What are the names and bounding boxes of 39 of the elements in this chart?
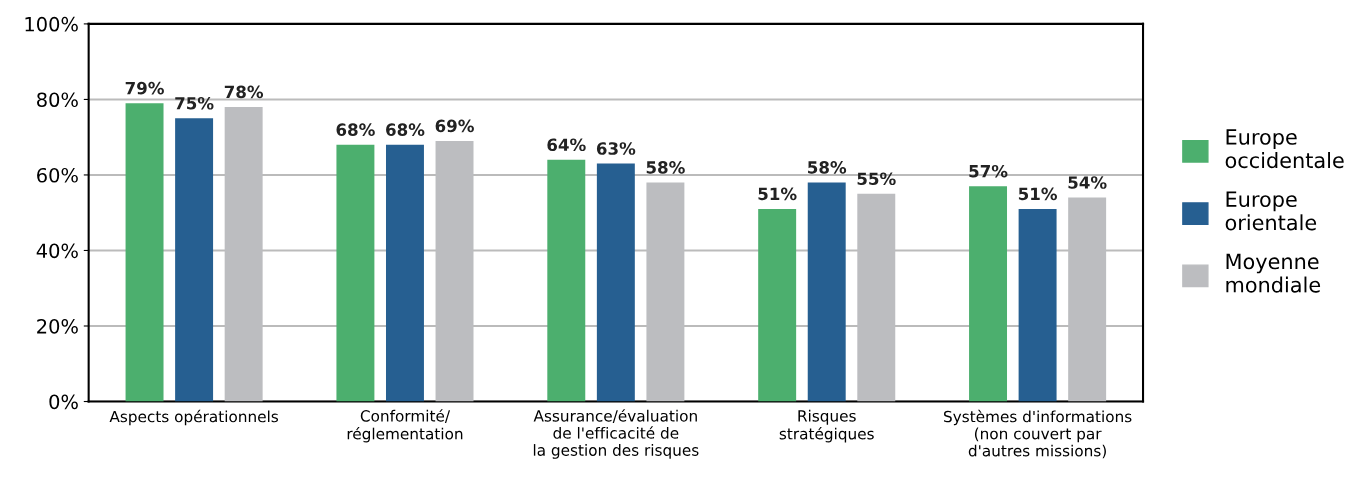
- bar: [547, 159, 586, 402]
- legend-label: Moyenne mondiale: [1226, 253, 1321, 293]
- y-tick-label: 100%: [25, 16, 78, 32]
- bar: [385, 144, 424, 402]
- data-label: 78%: [224, 85, 264, 99]
- x-tick-label: Conformité/ réglementation: [347, 409, 463, 443]
- bar: [125, 103, 164, 402]
- legend-label: Europe orientale: [1225, 191, 1317, 231]
- data-label: 63%: [596, 142, 636, 155]
- data-label: 68%: [336, 123, 375, 136]
- y-tick-label: 80%: [37, 92, 78, 108]
- x-tick-label: Systèmes d'informations (non couvert par d'autres missions): [943, 409, 1132, 459]
- bar: [1018, 208, 1057, 402]
- data-label: 58%: [646, 161, 685, 174]
- data-label: 51%: [1018, 187, 1058, 201]
- data-label: 55%: [857, 172, 896, 186]
- bar: [175, 118, 214, 402]
- bar: [807, 182, 846, 402]
- y-tick-label: 40%: [36, 243, 78, 259]
- data-label: 64%: [547, 138, 586, 152]
- data-label: 57%: [969, 164, 1008, 178]
- bar: [758, 208, 797, 402]
- data-label: 68%: [386, 123, 425, 136]
- data-label: 69%: [435, 119, 474, 133]
- legend-label: Europe occidentale: [1225, 129, 1344, 169]
- x-tick-label: Assurance/évaluation de l'efficacité de la gestion des risques: [533, 409, 699, 459]
- y-tick-label: 20%: [37, 318, 78, 334]
- data-label: 58%: [808, 161, 847, 174]
- y-tick-label: 60%: [37, 167, 78, 183]
- bar: [596, 163, 635, 402]
- data-label: 79%: [125, 81, 164, 95]
- y-tick-label: 0%: [49, 394, 78, 410]
- x-tick-label: Aspects opérationnels: [109, 409, 279, 426]
- x-tick-label: Risques stratégiques: [779, 409, 874, 443]
- data-label: 54%: [1068, 176, 1107, 189]
- bar: [336, 144, 375, 402]
- data-label: 51%: [758, 187, 797, 201]
- data-label: 75%: [175, 96, 214, 110]
- bar: [969, 186, 1008, 402]
